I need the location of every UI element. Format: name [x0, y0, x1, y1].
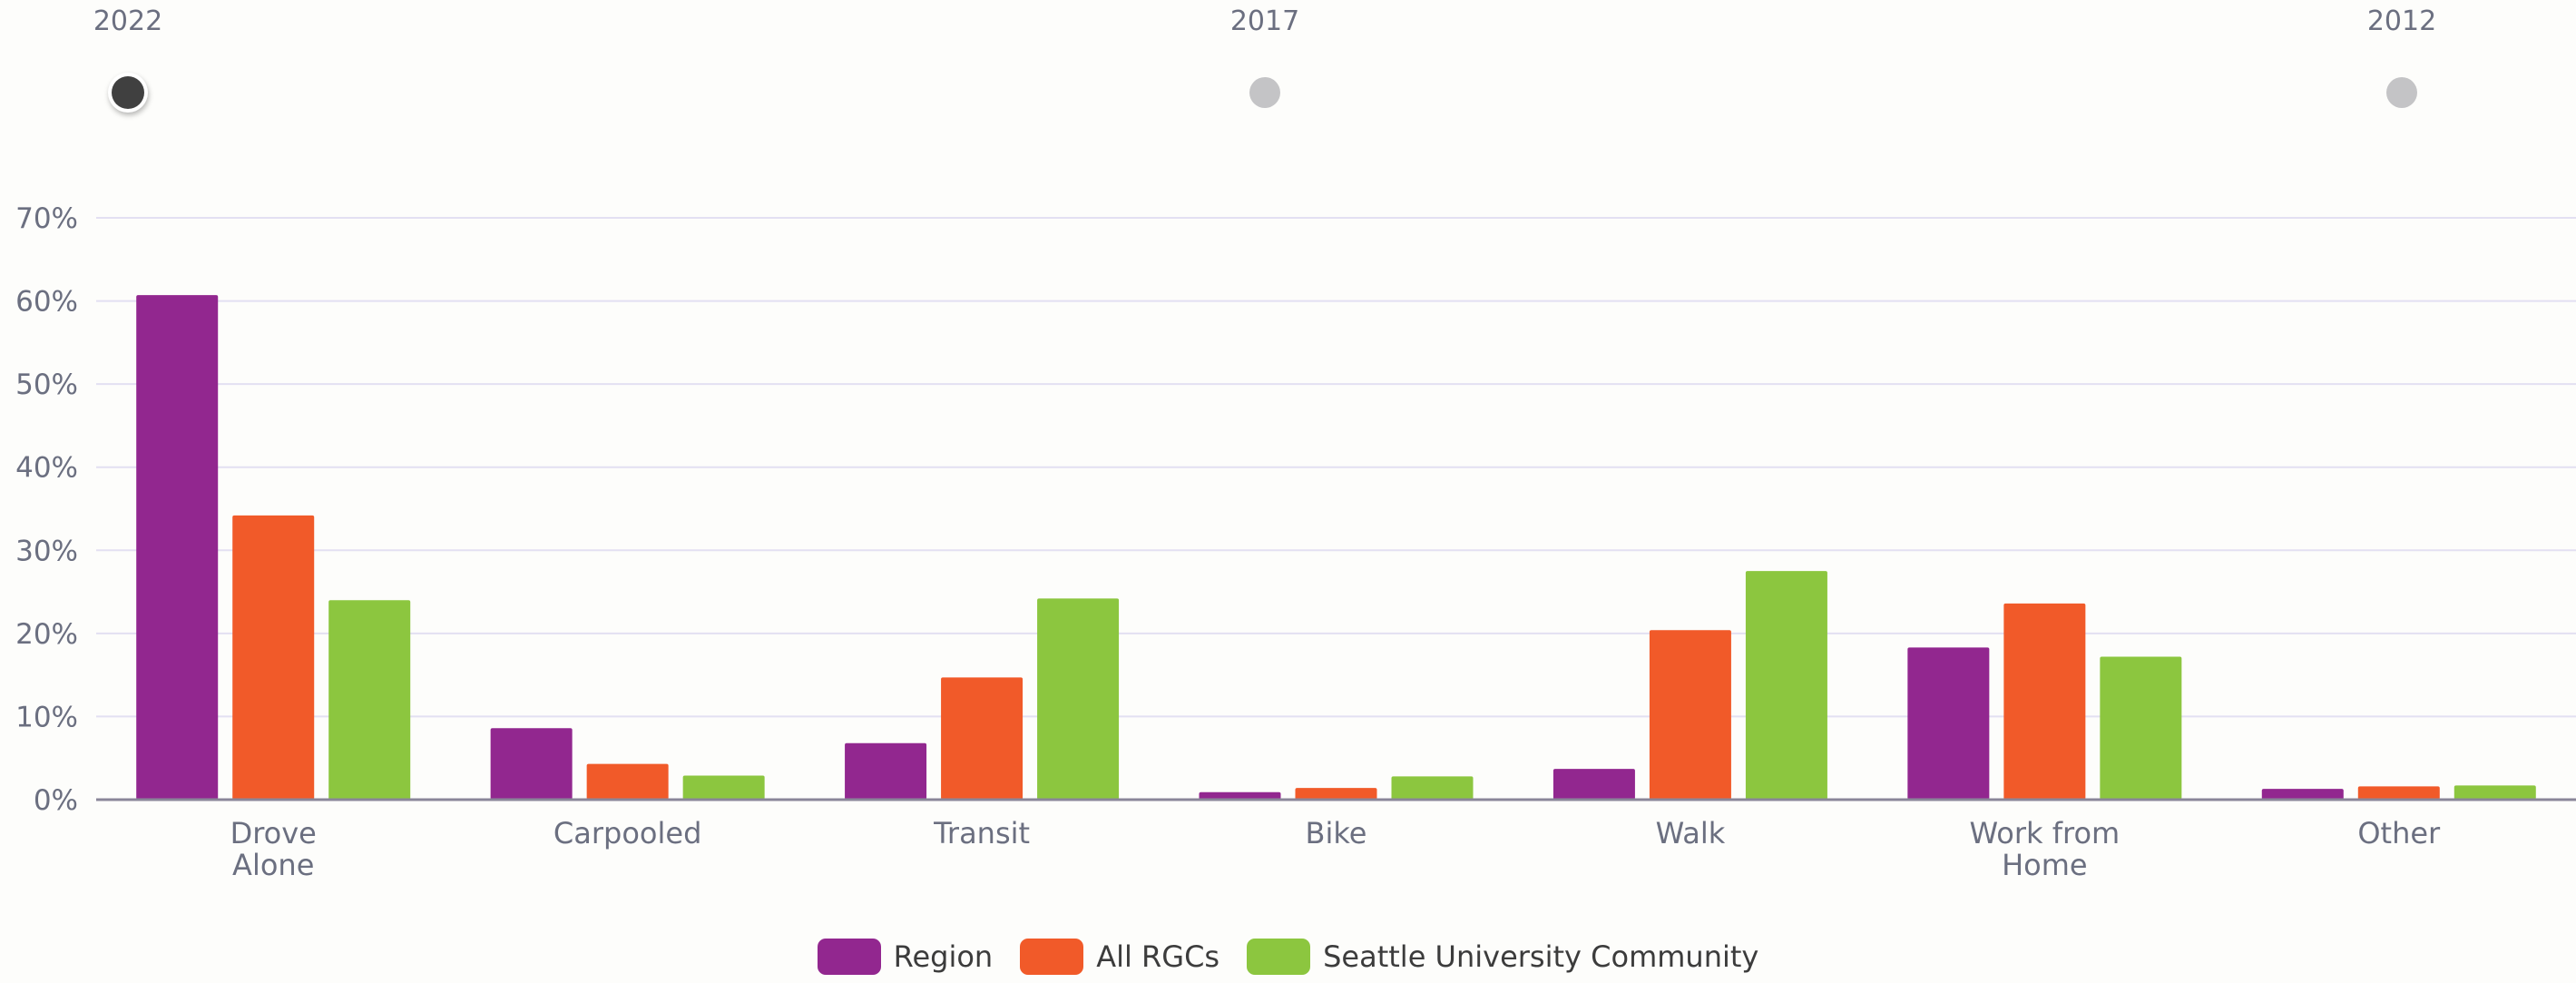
commute-mode-bar-chart: 0% 10% 20% 30% 40% 50% 60% 70% Drove Alone Carpoo…	[15, 202, 2576, 882]
y-tick-label: 10%	[15, 701, 78, 733]
bar[interactable]	[1391, 776, 1474, 800]
y-axis-ticks: 0% 10% 20% 30% 40% 50% 60% 70%	[15, 202, 78, 817]
x-category-label: Carpooled	[553, 816, 701, 850]
x-category-label: Drove Alone	[230, 816, 317, 882]
year-timeline: 2022 2017 2012	[0, 0, 2576, 127]
legend-label-all-rgcs: All RGCs	[1096, 939, 1220, 974]
y-tick-label: 70%	[15, 202, 78, 235]
bars	[136, 295, 2536, 800]
bar[interactable]	[1295, 788, 1377, 800]
bar[interactable]	[328, 600, 411, 800]
year-label-2012[interactable]: 2012	[2366, 5, 2437, 37]
year-dot-2022[interactable]	[112, 76, 144, 109]
year-label-2017[interactable]: 2017	[1229, 5, 1300, 37]
bar[interactable]	[2261, 789, 2344, 800]
bar[interactable]	[1745, 571, 1827, 800]
bar[interactable]	[682, 775, 765, 800]
y-tick-label: 50%	[15, 369, 78, 401]
bar[interactable]	[2454, 785, 2536, 800]
x-axis-category-labels: Drove Alone Carpooled Transit Bike Walk Work f…	[230, 816, 2441, 882]
bar[interactable]	[1199, 791, 1281, 800]
bar[interactable]	[941, 677, 1024, 800]
bar[interactable]	[490, 728, 573, 800]
bar[interactable]	[136, 295, 219, 800]
y-tick-label: 20%	[15, 618, 78, 651]
bar[interactable]	[1552, 769, 1635, 800]
x-category-label: Other	[2357, 816, 2441, 850]
bar[interactable]	[845, 742, 927, 800]
bar[interactable]	[1037, 598, 1120, 800]
y-tick-label: 30%	[15, 535, 78, 567]
x-category-label: Work from Home	[1970, 816, 2121, 882]
legend-label-seattle-university-community: Seattle University Community	[1323, 939, 1759, 974]
y-tick-label: 40%	[15, 452, 78, 485]
bar[interactable]	[2100, 656, 2182, 800]
year-dot-2017[interactable]	[1249, 77, 1280, 108]
x-category-label: Bike	[1306, 816, 1367, 850]
legend-item-all-rgcs[interactable]: All RGCs	[1020, 939, 1219, 975]
bar[interactable]	[2003, 603, 2086, 800]
gridlines	[96, 217, 2576, 718]
bar[interactable]	[1907, 647, 1990, 800]
legend-item-region[interactable]: Region	[817, 939, 994, 975]
bar[interactable]	[2357, 786, 2440, 800]
x-category-label: Transit	[933, 816, 1030, 850]
chart-legend: Region All RGCs Seattle University Commu…	[0, 939, 2576, 975]
legend-swatch-region	[817, 939, 881, 975]
year-label-2022[interactable]: 2022	[93, 5, 163, 37]
legend-swatch-seattle-university-community	[1247, 939, 1311, 975]
y-tick-label: 60%	[15, 286, 78, 319]
legend-label-region: Region	[893, 939, 994, 974]
bar[interactable]	[232, 515, 315, 800]
bar[interactable]	[586, 763, 669, 800]
legend-item-seattle-university-community[interactable]: Seattle University Community	[1247, 939, 1758, 975]
x-category-label: Walk	[1656, 816, 1726, 850]
legend-swatch-all-rgcs	[1020, 939, 1084, 975]
y-tick-label: 0%	[34, 784, 78, 817]
year-dot-2012[interactable]	[2386, 77, 2417, 108]
bar[interactable]	[1649, 630, 1731, 800]
